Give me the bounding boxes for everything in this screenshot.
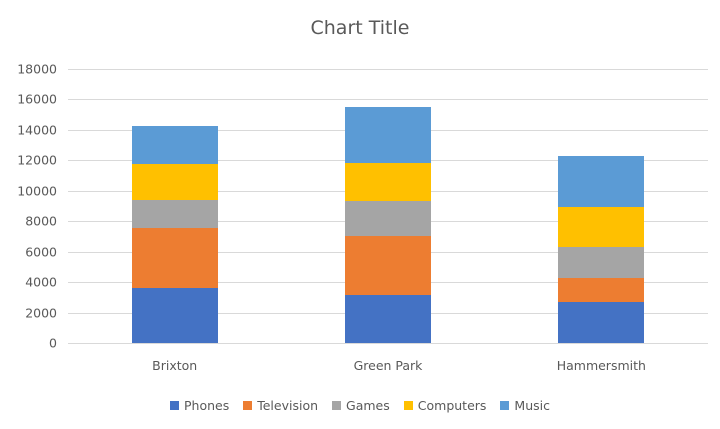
y-tick-label: 6000 (25, 244, 57, 260)
legend-label: Computers (417, 398, 487, 413)
bar-segment-music[interactable] (131, 126, 218, 165)
chart-title: Chart Title (310, 17, 410, 39)
bar-segment-music[interactable] (558, 155, 645, 207)
bar-stack[interactable] (345, 69, 431, 343)
y-tick-label: 12000 (17, 152, 57, 168)
y-tick-label: 4000 (25, 274, 57, 290)
x-tick-label: Brixton (152, 358, 198, 373)
y-tick-label: 8000 (25, 213, 57, 229)
legend-label: Music (514, 398, 550, 413)
legend-item-music[interactable]: Music (500, 398, 550, 413)
legend-swatch-icon (170, 401, 179, 410)
legend-label: Television (257, 398, 319, 413)
bar-segment-music[interactable] (345, 107, 431, 164)
bar-segment-phones[interactable] (131, 288, 218, 343)
gridline (68, 343, 708, 344)
bar-segment-computers[interactable] (345, 163, 431, 202)
bar-segment-games[interactable] (131, 199, 218, 229)
y-tick-label: 14000 (17, 122, 57, 138)
plot-area (68, 69, 708, 344)
x-tick-label: Green Park (353, 358, 423, 373)
legend-swatch-icon (500, 401, 510, 410)
bar-stack[interactable] (558, 69, 645, 343)
gridline (68, 69, 708, 70)
legend: Phones Television Games Computers Music (0, 398, 720, 413)
bar-segment-computers[interactable] (131, 164, 218, 200)
bar-segment-games[interactable] (558, 247, 645, 279)
legend-label: Phones (184, 398, 230, 413)
y-tick-label: 18000 (17, 61, 57, 77)
gridline (68, 99, 708, 101)
legend-item-television[interactable]: Television (243, 398, 318, 413)
legend-item-games[interactable]: Games (332, 398, 390, 413)
bar-segment-television[interactable] (131, 228, 218, 289)
legend-swatch-icon (403, 401, 413, 410)
legend-swatch-icon (332, 401, 342, 410)
bar-segment-phones[interactable] (345, 295, 431, 343)
x-tick-label: Hammersmith (556, 358, 646, 373)
legend-label: Games (346, 398, 390, 413)
legend-swatch-icon (243, 401, 253, 410)
legend-item-computers[interactable]: Computers (403, 398, 487, 413)
bar-segment-games[interactable] (345, 201, 431, 237)
bar-segment-phones[interactable] (558, 301, 645, 343)
bar-stack[interactable] (131, 69, 218, 343)
bar-segment-computers[interactable] (558, 206, 645, 248)
bar-segment-television[interactable] (558, 278, 645, 302)
y-tick-label: 10000 (17, 183, 57, 199)
y-tick-label: 0 (49, 335, 57, 351)
legend-item-phones[interactable]: Phones (170, 398, 229, 413)
y-tick-label: 2000 (25, 305, 57, 321)
bar-segment-television[interactable] (345, 236, 431, 296)
y-tick-label: 16000 (17, 91, 57, 107)
